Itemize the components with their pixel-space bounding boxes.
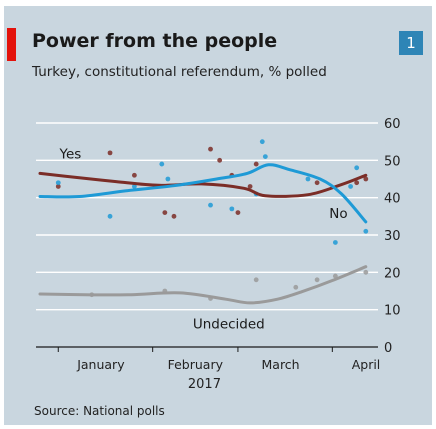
x-tick-label: April [352,357,381,372]
no-poll-point [131,184,137,189]
yes-series-label: Yes [59,146,82,162]
no-series-label: No [329,206,347,222]
red-accent-tag [7,28,16,61]
no-poll-point [229,206,235,212]
y-axis-labels: 0 10 20 30 40 50 60 [384,117,401,356]
yes-poll-point [55,184,61,189]
yes-poll-point [235,210,241,216]
yes-poll-point [131,172,137,178]
source-note: Source: National polls [34,404,165,418]
no-poll-point [107,213,113,219]
no-poll-point [354,165,360,171]
y-tick-label: 30 [384,229,401,244]
x-tick-label: March [262,357,300,372]
x-axis: January February March April 2017 [57,347,381,392]
yes-poll-point [354,180,360,186]
no-poll-point [332,240,338,245]
no-poll-point [348,184,353,189]
undecided-trend-line [38,265,368,305]
undecided-poll-point [253,277,259,283]
chart-number-badge: 1 [399,31,423,55]
y-tick-label: 60 [384,117,401,132]
gridlines [36,122,378,348]
series-labels: Yes No Undecided [59,146,348,332]
trend-lines [38,163,368,305]
undecided-poll-point [293,284,299,290]
no-trend-line [38,163,368,224]
no-poll-point [305,176,311,182]
yes-poll-point [171,213,177,219]
x-tick-label: January [76,357,125,372]
no-poll-point [363,228,369,234]
yes-poll-point [314,180,320,186]
poll-points [55,139,369,301]
yes-poll-point [363,176,369,182]
yes-poll-point [217,157,223,163]
undecided-poll-point [363,269,369,275]
yes-poll-point [162,210,168,216]
y-tick-label: 50 [384,154,401,169]
y-tick-label: 0 [384,341,392,356]
no-poll-point [165,176,171,182]
no-poll-point [259,139,265,145]
no-poll-point [159,161,165,167]
chart-subtitle: Turkey, constitutional referendum, % pol… [32,64,327,80]
y-tick-label: 40 [384,192,401,207]
no-poll-point [55,180,61,186]
y-tick-label: 20 [384,266,401,281]
year-label: 2017 [188,377,221,392]
no-poll-point [262,154,268,160]
yes-poll-point [107,150,113,156]
yes-trend-line [38,171,368,198]
y-tick-label: 10 [384,304,401,319]
yes-poll-point [253,161,259,167]
no-poll-point [208,202,213,208]
chart-title: Power from the people [32,30,278,52]
x-tick-label: February [168,357,224,372]
undecided-poll-point [314,277,320,283]
yes-poll-point [247,184,253,189]
yes-poll-point [208,146,213,152]
undecided-series-label: Undecided [193,316,265,332]
